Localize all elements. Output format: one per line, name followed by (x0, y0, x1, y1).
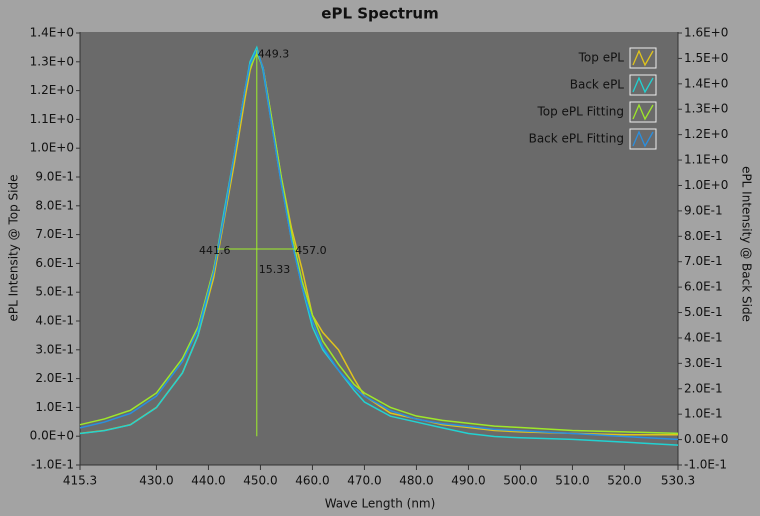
y2-tick-label: 6.0E-1 (684, 280, 723, 294)
y-tick-label: 9.0E-1 (35, 170, 74, 184)
y-tick-label: 1.0E-1 (35, 400, 74, 414)
y-tick-label: 1.2E+0 (30, 83, 74, 97)
y-tick-label: 4.0E-1 (35, 314, 74, 328)
y-tick-label: 2.0E-1 (35, 371, 74, 385)
legend-label: Back ePL (570, 78, 625, 92)
plot-area (80, 32, 678, 465)
y-tick-label: 7.0E-1 (35, 227, 74, 241)
legend-swatch (632, 49, 654, 67)
y-tick-label: 5.0E-1 (35, 285, 74, 299)
y2-tick-label: 1.1E+0 (684, 153, 728, 167)
x-tick-label: 480.0 (399, 474, 433, 488)
y-tick-label: 1.4E+0 (30, 26, 74, 40)
y2-tick-label: 1.6E+0 (684, 26, 728, 40)
x-axis-label: Wave Length (nm) (325, 497, 436, 511)
y2-tick-label: 1.4E+0 (684, 76, 728, 90)
x-tick-label: 430.0 (139, 474, 173, 488)
y-tick-label: 1.3E+0 (30, 54, 74, 68)
y-tick-label: 0.0E+0 (30, 429, 74, 443)
fwhm-end-label: 457.0 (295, 244, 327, 257)
legend-swatch (632, 103, 654, 121)
y2-tick-label: 1.0E+0 (684, 178, 728, 192)
y2-tick-label: 3.0E-1 (684, 356, 723, 370)
chart-title: ePL Spectrum (321, 5, 438, 23)
x-tick-label: 490.0 (451, 474, 485, 488)
legend-box (629, 47, 657, 69)
series-line (79, 51, 679, 435)
y2-tick-label: 1.3E+0 (684, 102, 728, 116)
x-tick-label: 440.0 (191, 474, 225, 488)
x-tick-label: 510.0 (555, 474, 589, 488)
fwhm-width-label: 15.33 (259, 263, 291, 276)
y-axis-label: ePL Intensity @ Top Side (7, 175, 21, 322)
y2-tick-label: 0.0E+0 (684, 432, 728, 446)
legend-swatch (632, 76, 654, 94)
y-tick-label: 1.0E+0 (30, 141, 74, 155)
peak-label: 449.3 (258, 47, 290, 60)
y2-tick-label: 1.0E-1 (684, 407, 723, 421)
y2-tick-label: 4.0E-1 (684, 330, 723, 344)
x-tick-label: 460.0 (295, 474, 329, 488)
legend-swatch (632, 130, 654, 148)
fwhm-start-label: 441.6 (199, 244, 231, 257)
y2-tick-label: 7.0E-1 (684, 254, 723, 268)
y2-tick-label: 1.2E+0 (684, 127, 728, 141)
x-tick-label: 530.3 (661, 474, 695, 488)
y-tick-label: 3.0E-1 (35, 342, 74, 356)
x-tick-label: 470.0 (347, 474, 381, 488)
x-tick-label: 520.0 (607, 474, 641, 488)
y-tick-label: 8.0E-1 (35, 198, 74, 212)
x-tick-label: 415.3 (63, 474, 97, 488)
y2-tick-label: 9.0E-1 (684, 203, 723, 217)
y-tick-label: 6.0E-1 (35, 256, 74, 270)
y2-tick-label: 8.0E-1 (684, 229, 723, 243)
legend-label: Back ePL Fitting (529, 132, 624, 146)
legend-box (629, 128, 657, 150)
y2-tick-label: 2.0E-1 (684, 381, 723, 395)
y2-tick-label: -1.0E-1 (684, 458, 727, 472)
x-tick-label: 500.0 (503, 474, 537, 488)
y2-axis-label: ePL Intensity @ Back Side (740, 166, 754, 322)
y-tick-label: 1.1E+0 (30, 112, 74, 126)
y2-tick-label: 1.5E+0 (684, 51, 728, 65)
legend-label: Top ePL (578, 51, 625, 65)
x-tick-label: 450.0 (243, 474, 277, 488)
series-line (79, 48, 679, 441)
y2-tick-label: 5.0E-1 (684, 305, 723, 319)
legend-box (629, 101, 657, 123)
legend-label: Top ePL Fitting (536, 105, 624, 119)
legend-box (629, 74, 657, 96)
y-tick-label: -1.0E-1 (31, 458, 74, 472)
